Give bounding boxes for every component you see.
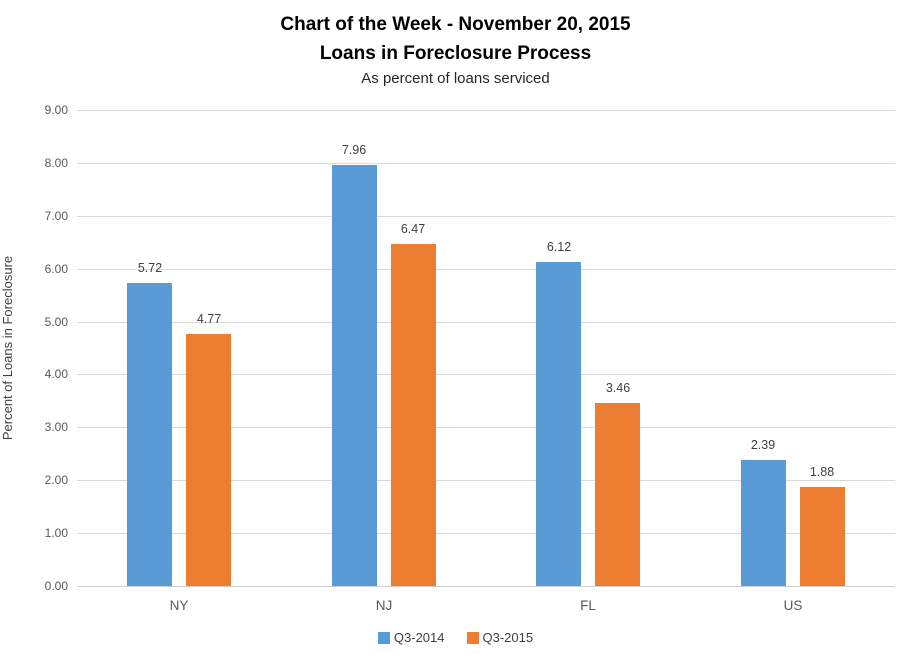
gridline	[77, 533, 895, 534]
gridline	[77, 163, 895, 164]
category-label-nj: NJ	[375, 598, 393, 613]
legend-label-q3-2015: Q3-2015	[482, 630, 534, 645]
bar-q3-2014-us	[741, 460, 786, 586]
legend-swatch-q3-2014	[377, 631, 390, 644]
chart-subtitle: As percent of loans serviced	[361, 70, 550, 87]
plot-area: 0.00 1.00 2.00 3.00 4.00 5.00 6.00 7.00 8.00 9.00…	[45, 103, 895, 613]
data-label-q3-2015-us: 1.88	[809, 465, 835, 479]
gridline	[77, 269, 895, 270]
category-label-us: US	[783, 598, 803, 613]
y-tick-label: 8.00	[44, 156, 68, 170]
data-label-q3-2014-ny: 5.72	[137, 261, 163, 275]
y-tick-label: 3.00	[44, 420, 68, 434]
bar-q3-2014-nj	[332, 165, 377, 586]
y-axis-title: Percent of Loans in Foreclosure	[0, 255, 15, 441]
bar-q3-2015-nj	[391, 244, 436, 586]
y-tick-label: 1.00	[44, 526, 68, 540]
gridline	[77, 427, 895, 428]
data-label-q3-2015-ny: 4.77	[196, 312, 222, 326]
data-label-q3-2015-nj: 6.47	[400, 222, 426, 236]
data-label-q3-2014-fl: 6.12	[546, 240, 572, 254]
y-tick-label: 9.00	[44, 103, 68, 117]
gridline	[77, 110, 895, 111]
data-label-q3-2014-nj: 7.96	[341, 143, 367, 157]
bar-q3-2015-fl	[595, 403, 640, 586]
category-label-fl: FL	[580, 598, 596, 613]
gridline	[77, 374, 895, 375]
chart-title-line2: Loans in Foreclosure Process	[319, 43, 592, 64]
data-label-q3-2015-fl: 3.46	[605, 381, 631, 395]
data-label-q3-2014-us: 2.39	[750, 438, 776, 452]
x-axis-line	[77, 586, 895, 587]
y-tick-label: 0.00	[44, 579, 68, 593]
y-tick-label: 6.00	[44, 262, 68, 276]
bar-q3-2015-ny	[186, 334, 231, 586]
gridline	[77, 322, 895, 323]
legend-item-q3-2014: Q3-2014	[377, 630, 445, 645]
legend-label-q3-2014: Q3-2014	[393, 630, 445, 645]
legend-swatch-q3-2015	[466, 631, 479, 644]
chart-title-line1: Chart of the Week - November 20, 2015	[280, 14, 631, 35]
bar-q3-2014-ny	[127, 283, 172, 586]
legend: Q3-2014 Q3-2015	[0, 630, 911, 645]
y-tick-label: 5.00	[44, 315, 68, 329]
y-tick-label: 7.00	[44, 209, 68, 223]
bar-q3-2015-us	[800, 487, 845, 586]
legend-item-q3-2015: Q3-2015	[466, 630, 534, 645]
gridline	[77, 480, 895, 481]
gridline	[77, 216, 895, 217]
category-label-ny: NY	[169, 598, 189, 613]
y-tick-label: 4.00	[44, 367, 68, 381]
bar-q3-2014-fl	[536, 262, 581, 586]
chart-title-block: Chart of the Week - November 20, 2015 Lo…	[0, 10, 911, 90]
y-tick-label: 2.00	[44, 473, 68, 487]
